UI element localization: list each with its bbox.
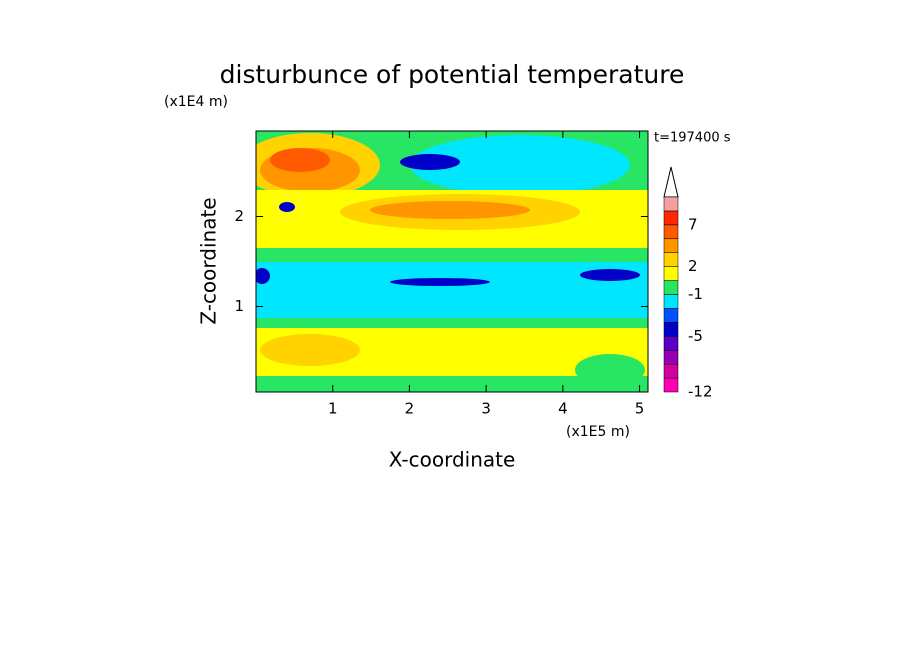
time-label: t=197400 s xyxy=(654,131,731,146)
colorbar-box xyxy=(663,308,679,323)
x-tick-label: 2 xyxy=(405,400,415,418)
colorbar-box xyxy=(663,363,679,379)
colorbar-tick-label: -1 xyxy=(688,285,703,303)
colorbar-box xyxy=(663,322,679,337)
x-tick-label: 5 xyxy=(635,400,645,418)
y-tick-label: 2 xyxy=(234,207,244,225)
x-tick-label: 1 xyxy=(328,400,338,418)
colorbar-box xyxy=(663,377,679,393)
plot-frame xyxy=(255,130,649,393)
colorbar-box xyxy=(663,238,679,253)
colorbar-tick-label: -12 xyxy=(688,383,713,401)
x-tick-label: 3 xyxy=(481,400,491,418)
y-scale-label: (x1E4 m) xyxy=(164,94,228,110)
x-scale-label: (x1E5 m) xyxy=(566,424,630,440)
colorbar-box xyxy=(663,349,679,365)
colorbar-box xyxy=(663,196,679,212)
contour-field xyxy=(256,131,648,392)
y-axis-label: Z-coordinate xyxy=(197,197,221,324)
colorbar-tick-label: 7 xyxy=(688,215,698,233)
y-tick-label: 1 xyxy=(234,297,244,315)
colorbar-extend xyxy=(663,166,679,198)
x-tick-label: 4 xyxy=(558,400,568,418)
chart-title: disturbunce of potential temperature xyxy=(220,60,685,89)
colorbar-box xyxy=(663,210,679,226)
colorbar-box xyxy=(663,252,679,267)
colorbar-box xyxy=(663,266,679,281)
x-axis-label: X-coordinate xyxy=(389,448,516,472)
colorbar-tick-label: -5 xyxy=(688,327,703,345)
colorbar-box xyxy=(663,336,679,351)
colorbar-box xyxy=(663,280,679,295)
colorbar-box xyxy=(663,224,679,240)
colorbar-tick-label: 2 xyxy=(688,257,698,275)
colorbar-box xyxy=(663,294,679,309)
